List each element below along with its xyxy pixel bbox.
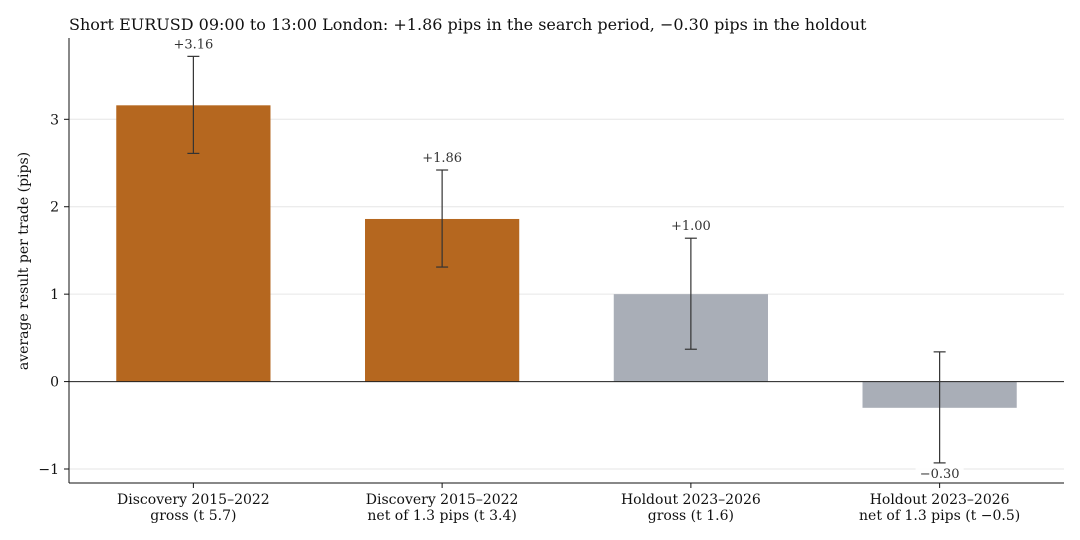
- value-label: +3.16: [173, 37, 213, 52]
- value-label: +1.86: [422, 151, 462, 166]
- x-tick-label: Holdout 2023–2026: [621, 492, 761, 508]
- y-tick-label: 2: [50, 200, 59, 216]
- x-tick-label: gross (t 5.7): [150, 508, 236, 524]
- value-labels: +3.16 +1.86 +1.00 −0.30: [173, 37, 964, 482]
- x-tick-label: Holdout 2023–2026: [870, 492, 1010, 508]
- x-tick-label: Discovery 2015–2022: [366, 492, 519, 508]
- x-tick-label: net of 1.3 pips (t −0.5): [859, 508, 1020, 524]
- y-axis-label: average result per trade (pips): [16, 152, 32, 370]
- error-bars: [187, 55, 946, 464]
- value-label: +1.00: [671, 219, 711, 234]
- y-tick-label: −1: [38, 462, 59, 478]
- x-tick-label: gross (t 1.6): [648, 508, 734, 524]
- value-label-background: [915, 464, 964, 482]
- chart-title: Short EURUSD 09:00 to 13:00 London: +1.8…: [69, 15, 867, 34]
- bars: [116, 105, 1017, 408]
- x-tick-label: net of 1.3 pips (t 3.4): [367, 508, 516, 524]
- y-tick-label: 0: [50, 375, 59, 391]
- x-tick-label: Discovery 2015–2022: [117, 492, 270, 508]
- y-ticks: −1 0 1 2 3: [38, 112, 69, 478]
- value-label: −0.30: [920, 467, 960, 482]
- y-tick-label: 1: [50, 287, 59, 303]
- y-tick-label: 3: [50, 112, 59, 128]
